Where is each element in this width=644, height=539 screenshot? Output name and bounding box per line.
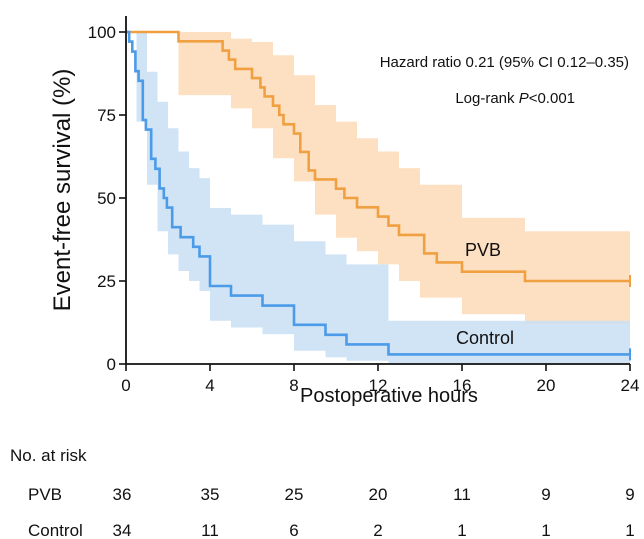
logrank-value: <0.001 [529, 90, 575, 107]
risk-count-control: 1 [625, 521, 634, 539]
hazard-ratio-annotation: Hazard ratio 0.21 (95% CI 0.12–0.35) [380, 54, 629, 71]
x-axis-title: Postoperative hours [300, 385, 478, 407]
ticks: 0 4 8 12 16 20 24 0 25 50 75 100 [88, 23, 640, 395]
logrank-annotation: Log-rank P<0.001 [455, 90, 575, 107]
survival-line-pvb [126, 30, 630, 283]
survival-line-control [126, 30, 630, 356]
x-tick-label: 16 [453, 376, 472, 395]
risk-count-control: 1 [541, 521, 550, 539]
y-tick-label: 100 [88, 23, 116, 42]
x-tick-label: 0 [121, 376, 130, 395]
risk-table-values: 36 35 25 20 11 9 934 11 6 2 1 1 1 [113, 485, 635, 539]
y-tick-label: 50 [97, 189, 116, 208]
risk-count-pvb: 20 [369, 485, 388, 504]
risk-count-pvb: 35 [201, 485, 220, 504]
y-axis-title: Event-free survival (%) [49, 69, 76, 312]
logrank-p: P [519, 90, 529, 107]
risk-count-pvb: 25 [285, 485, 304, 504]
x-tick-label: 8 [289, 376, 298, 395]
x-tick-label: 24 [621, 376, 640, 395]
series-label-pvb: PVB [465, 240, 501, 260]
survival-curves [126, 30, 631, 361]
risk-table-title: No. at risk [10, 446, 87, 465]
risk-count-control: 34 [113, 521, 132, 539]
series-label-control: Control [456, 328, 514, 348]
x-tick-label: 4 [205, 376, 214, 395]
x-tick-label: 12 [369, 376, 388, 395]
y-tick-label: 25 [97, 272, 116, 291]
risk-count-pvb: 11 [453, 485, 471, 504]
confidence-bands [126, 32, 630, 364]
risk-count-control: 11 [201, 521, 219, 539]
risk-count-control: 2 [373, 521, 382, 539]
ci-band-pvb [126, 32, 630, 325]
y-tick-label: 75 [97, 106, 116, 125]
ci-band-control [126, 32, 630, 364]
risk-count-pvb: 36 [113, 485, 132, 504]
risk-row-label-pvb: PVB [28, 485, 62, 504]
risk-count-pvb: 9 [625, 485, 634, 504]
logrank-prefix: Log-rank [455, 90, 518, 107]
x-tick-label: 20 [537, 376, 556, 395]
risk-count-pvb: 9 [541, 485, 550, 504]
risk-count-control: 6 [289, 521, 298, 539]
y-tick-label: 0 [107, 355, 116, 374]
risk-count-control: 1 [457, 521, 466, 539]
risk-row-label-control: Control [28, 521, 83, 539]
